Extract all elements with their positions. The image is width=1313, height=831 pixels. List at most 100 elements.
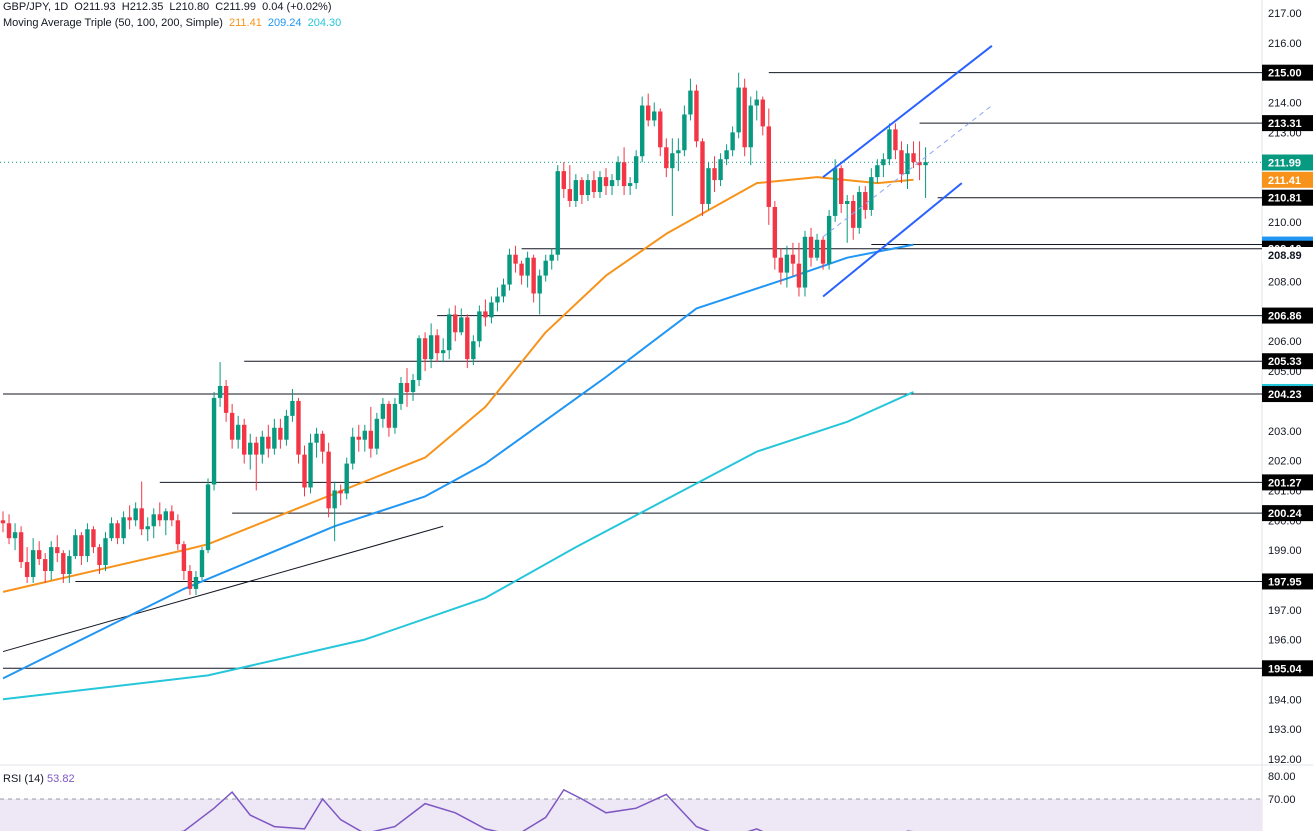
candle-body[interactable] <box>85 529 90 557</box>
candle-body[interactable] <box>49 547 54 572</box>
candle-body[interactable] <box>24 562 30 577</box>
candle-body[interactable] <box>706 168 711 204</box>
candle-body[interactable] <box>157 514 162 521</box>
candle-body[interactable] <box>392 403 398 428</box>
candle-body[interactable] <box>356 436 361 440</box>
candle-body[interactable] <box>814 239 820 258</box>
candle-body[interactable] <box>410 380 416 392</box>
candle-body[interactable] <box>863 192 868 210</box>
candle-body[interactable] <box>670 153 675 169</box>
channel-lower-line[interactable] <box>822 182 963 298</box>
candle-body[interactable] <box>332 490 337 509</box>
candle-body[interactable] <box>754 99 759 106</box>
candle-body[interactable] <box>591 180 597 193</box>
candle-body[interactable] <box>344 463 349 494</box>
candle-body[interactable] <box>513 254 518 264</box>
candle-body[interactable] <box>597 177 603 193</box>
candle-body[interactable] <box>211 397 217 485</box>
candle-body[interactable] <box>229 412 235 440</box>
candle-body[interactable] <box>519 263 524 276</box>
candle-body[interactable] <box>55 547 60 554</box>
trendline[interactable] <box>2 525 444 653</box>
candle-body[interactable] <box>12 532 18 539</box>
candle-body[interactable] <box>67 556 72 574</box>
candle-body[interactable] <box>832 168 838 216</box>
candle-body[interactable] <box>79 535 84 557</box>
candle-body[interactable] <box>242 424 247 455</box>
candle-body[interactable] <box>260 436 265 455</box>
candle-body[interactable] <box>453 314 458 333</box>
candle-body[interactable] <box>404 383 410 392</box>
candle-body[interactable] <box>573 180 579 201</box>
candle-body[interactable] <box>784 254 790 273</box>
candle-body[interactable] <box>296 400 301 455</box>
candle-body[interactable] <box>826 215 832 264</box>
candle-body[interactable] <box>223 386 229 413</box>
candle-body[interactable] <box>893 129 898 151</box>
candle-body[interactable] <box>36 550 42 560</box>
candle-body[interactable] <box>923 162 928 166</box>
candle-body[interactable] <box>694 90 699 142</box>
candle-body[interactable] <box>621 162 627 187</box>
candle-body[interactable] <box>525 257 530 276</box>
candle-body[interactable] <box>440 350 446 354</box>
candle-body[interactable] <box>790 254 796 264</box>
candle-body[interactable] <box>796 263 802 288</box>
candle-body[interactable] <box>471 341 476 360</box>
candle-body[interactable] <box>350 436 355 464</box>
candle-body[interactable] <box>139 508 144 530</box>
channel-upper-line[interactable] <box>822 45 993 178</box>
candle-body[interactable] <box>254 442 259 455</box>
candle-body[interactable] <box>115 523 120 539</box>
candle-body[interactable] <box>760 99 765 127</box>
candle-body[interactable] <box>465 317 470 360</box>
candle-body[interactable] <box>6 523 12 539</box>
candle-body[interactable] <box>187 571 193 589</box>
candle-body[interactable] <box>718 159 723 181</box>
candle-body[interactable] <box>483 311 488 318</box>
candle-body[interactable] <box>736 87 741 133</box>
candle-body[interactable] <box>290 400 295 416</box>
candle-body[interactable] <box>633 156 639 184</box>
candle-body[interactable] <box>326 451 331 509</box>
candle-body[interactable] <box>91 529 96 548</box>
candle-body[interactable] <box>362 430 367 440</box>
candle-body[interactable] <box>61 553 66 574</box>
candle-body[interactable] <box>133 508 138 521</box>
candle-body[interactable] <box>501 284 506 297</box>
candle-body[interactable] <box>73 535 78 557</box>
candle-body[interactable] <box>374 418 380 449</box>
candle-body[interactable] <box>459 317 464 333</box>
candle-body[interactable] <box>266 436 271 449</box>
candle-body[interactable] <box>537 275 542 294</box>
candle-body[interactable] <box>585 180 591 196</box>
candle-body[interactable] <box>302 454 307 488</box>
candle-body[interactable] <box>278 427 283 440</box>
candle-body[interactable] <box>495 296 500 303</box>
candle-body[interactable] <box>434 335 440 354</box>
candle-body[interactable] <box>881 159 886 166</box>
candle-body[interactable] <box>724 150 729 160</box>
candle-body[interactable] <box>380 403 386 419</box>
candle-body[interactable] <box>320 433 325 452</box>
candle-body[interactable] <box>911 153 916 163</box>
candle-body[interactable] <box>857 192 862 228</box>
candle-body[interactable] <box>639 105 645 157</box>
candle-body[interactable] <box>646 105 651 121</box>
candle-body[interactable] <box>851 200 856 228</box>
candle-body[interactable] <box>676 150 681 154</box>
candle-body[interactable] <box>730 132 735 151</box>
candle-body[interactable] <box>531 257 536 294</box>
candle-body[interactable] <box>579 180 585 196</box>
candle-body[interactable] <box>235 424 241 440</box>
candle-body[interactable] <box>712 168 717 181</box>
candle-body[interactable] <box>603 177 609 187</box>
candle-body[interactable] <box>18 532 24 563</box>
candle-body[interactable] <box>917 162 922 166</box>
candle-body[interactable] <box>181 544 187 572</box>
candle-body[interactable] <box>627 183 633 187</box>
candle-body[interactable] <box>368 430 374 449</box>
candle-body[interactable] <box>778 257 784 273</box>
candle-body[interactable] <box>0 520 6 524</box>
